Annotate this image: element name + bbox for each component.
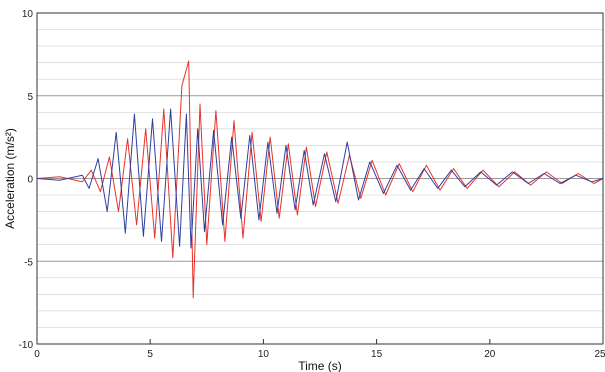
series-line-1 — [36, 60, 604, 299]
plot-frame — [36, 12, 604, 345]
x-tick-label: 5 — [147, 349, 153, 360]
series-line-2 — [36, 108, 604, 249]
y-tick-label: -10 — [19, 340, 34, 351]
x-tick-label: 20 — [484, 349, 496, 360]
y-tick-label: 10 — [22, 9, 34, 20]
tick-labels: 0 5 10 15 20 25 -10 -5 0 5 10 — [19, 9, 605, 360]
x-tick-label: 15 — [371, 349, 383, 360]
x-axis-title: Time (s) — [298, 359, 342, 372]
series-layer — [36, 60, 604, 299]
x-tick-label: 0 — [34, 349, 40, 360]
y-tick-label: 0 — [27, 175, 33, 186]
x-tick-label: 10 — [258, 349, 270, 360]
y-tick-label: -5 — [24, 257, 33, 268]
x-tick-label: 25 — [594, 349, 605, 360]
y-tick-label: 5 — [27, 92, 33, 103]
y-axis-title: Acceleration (m/s²) — [3, 128, 17, 229]
grid-lines — [37, 12, 603, 345]
